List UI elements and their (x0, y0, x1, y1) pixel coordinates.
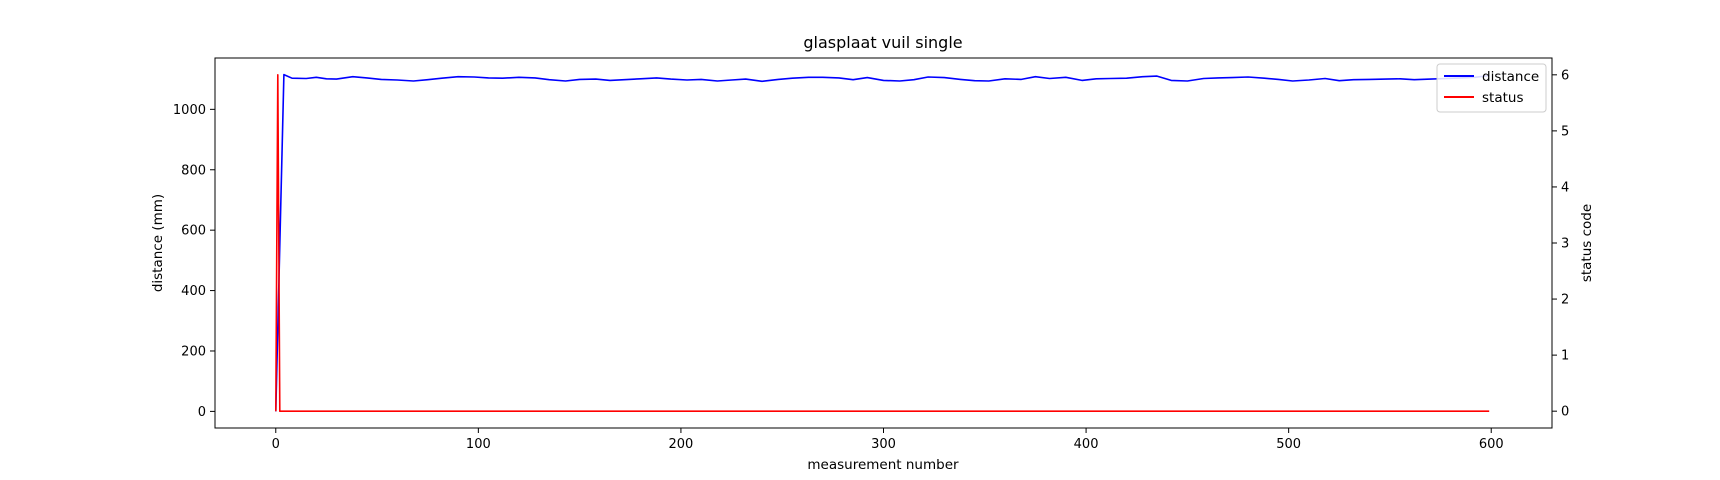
x-axis: 0 100 200 300 400 500 600 (272, 428, 1504, 452)
y-right-tick-label: 2 (1561, 293, 1569, 308)
y-right-tick-label: 1 (1561, 349, 1569, 364)
series-line-status (275, 74, 1490, 413)
y-left-tick-label: 200 (181, 344, 206, 359)
y-axis-right: 0 1 2 3 4 5 6 (1552, 68, 1569, 420)
x-tick-label: 500 (1276, 437, 1301, 452)
y-right-tick-label: 3 (1561, 237, 1569, 252)
plot-frame (214, 57, 1553, 429)
legend: distance status (1436, 63, 1547, 113)
x-tick-label: 200 (669, 437, 694, 452)
y-right-tick-label: 6 (1561, 68, 1569, 83)
x-axis-label: measurement number (807, 457, 959, 473)
y-left-tick-label: 1000 (173, 103, 206, 118)
y-left-tick-label: 400 (181, 284, 206, 299)
y-left-tick-label: 800 (181, 163, 206, 178)
x-tick-label: 400 (1074, 437, 1099, 452)
x-tick-label: 300 (871, 437, 896, 452)
y-axis-right-label: status code (1579, 204, 1595, 282)
y-right-tick-label: 4 (1561, 180, 1569, 195)
x-tick-label: 0 (272, 437, 280, 452)
legend-label-status: status (1482, 90, 1523, 106)
y-axis-left: 0 200 400 600 800 1000 (173, 103, 215, 420)
y-right-tick-label: 5 (1561, 124, 1569, 139)
series-layer (275, 73, 1490, 413)
chart-title: glasplaat vuil single (803, 33, 962, 52)
legend-label-distance: distance (1482, 69, 1539, 85)
y-left-tick-label: 0 (198, 405, 206, 420)
y-right-tick-label: 0 (1561, 405, 1569, 420)
x-tick-label: 600 (1479, 437, 1504, 452)
y-left-tick-label: 600 (181, 224, 206, 239)
series-line-distance (275, 73, 1490, 412)
x-tick-label: 100 (466, 437, 491, 452)
y-axis-left-label: distance (mm) (150, 194, 166, 292)
